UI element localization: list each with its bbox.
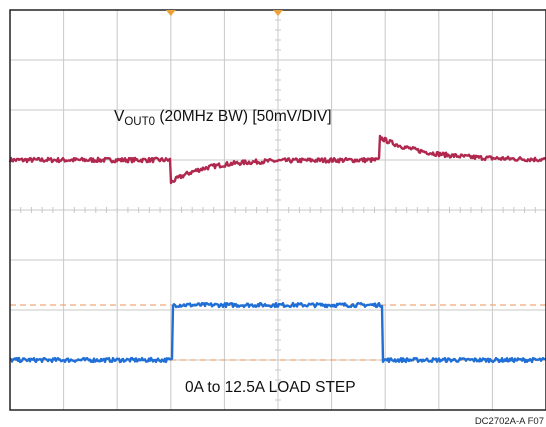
figure-id: DC2702A-A F07 [475,416,544,427]
trigger-marker [273,10,283,16]
voltage-label-main: V [114,108,125,125]
grid [9,9,546,411]
voltage-trace-label: VOUT0 (20MHz BW) [50mV/DIV] [114,108,332,128]
trigger-marker [165,10,176,16]
current-trace-label: 0A to 12.5A LOAD STEP [185,379,356,396]
current-trace [9,301,546,364]
voltage-trace [8,134,546,185]
traces [8,134,546,364]
voltage-label-sub: OUT0 [124,116,155,128]
trigger-markers [165,10,283,16]
voltage-label-rest: (20MHz BW) [50mV/DIV] [155,108,332,125]
